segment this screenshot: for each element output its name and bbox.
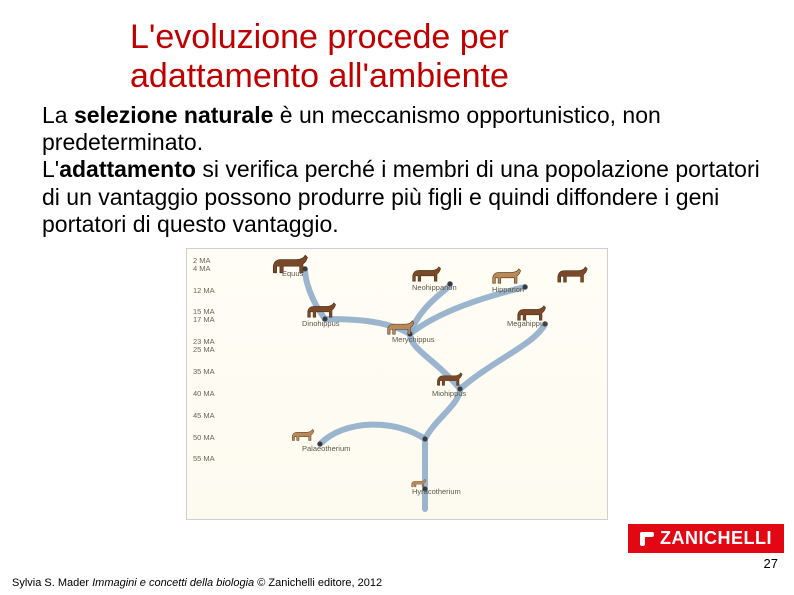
horse-evolution-figure: 2 MA 4 MA 12 MA 15 MA 17 MA 23 MA 25 MA … — [186, 248, 608, 520]
taxon-label: Hipparion — [492, 285, 524, 294]
taxon-label: Hyracotherium — [412, 487, 461, 496]
logo-mark-icon — [640, 532, 654, 546]
taxon-label: Equus — [282, 269, 303, 278]
taxon-label: Dinohippus — [302, 319, 340, 328]
taxon-label: Merychippus — [392, 335, 435, 344]
taxon-label: Miohippus — [432, 389, 466, 398]
title-line1: L'evoluzione procede per — [130, 18, 509, 56]
taxon-label: Megahippus — [507, 319, 548, 328]
page-number: 27 — [764, 556, 778, 571]
taxon-label: Palaeotherium — [302, 444, 350, 453]
body-text: La selezione naturale è un meccanismo op… — [0, 100, 794, 238]
publisher-logo: ZANICHELLI — [628, 524, 784, 553]
taxon-label: Neohipparion — [412, 283, 457, 292]
title-line2: adattamento all'ambiente — [130, 57, 509, 95]
time-axis-labels: 2 MA 4 MA 12 MA 15 MA 17 MA 23 MA 25 MA … — [193, 257, 215, 478]
logo-text: ZANICHELLI — [660, 528, 772, 549]
credit-line: Sylvia S. Mader Immagini e concetti dell… — [12, 577, 382, 589]
slide-title: L'evoluzione procede per adattamento all… — [0, 0, 794, 100]
